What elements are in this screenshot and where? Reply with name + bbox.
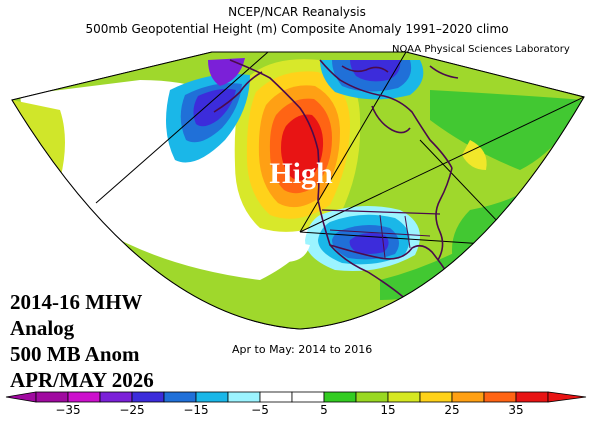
- colorbar-segment: [131, 391, 165, 403]
- colorbar-max-arrow: [547, 391, 587, 403]
- colorbar-segment: [195, 391, 229, 403]
- land-outlines: [213, 59, 479, 319]
- colorbar-tick-label: −15: [183, 403, 209, 417]
- title-line-1: NCEP/NCAR Reanalysis: [228, 5, 366, 19]
- colorbar-tick-label: 15: [380, 403, 396, 417]
- colorbar-segment: [291, 391, 325, 403]
- analog-annotation: 2014-16 MHW Analog 500 MB Anom APR/MAY 2…: [10, 289, 154, 393]
- colorbar-tick-label: 5: [320, 403, 328, 417]
- colorbar: [5, 391, 587, 403]
- colorbar-segment: [515, 391, 549, 403]
- colorbar-tick-label: 25: [444, 403, 460, 417]
- credit-text: NOAA Physical Sciences Laboratory: [392, 44, 570, 55]
- colorbar-segment: [163, 391, 197, 403]
- annotation-line-3: 500 MB Anom: [10, 342, 140, 366]
- colorbar-segment: [35, 391, 69, 403]
- colorbar-tick-label: −5: [251, 403, 269, 417]
- period-label: Apr to May: 2014 to 2016: [232, 343, 373, 356]
- annotation-line-2: Analog: [10, 316, 75, 340]
- colorbar-segment: [99, 391, 133, 403]
- annotation-line-1: 2014-16 MHW: [10, 290, 143, 314]
- colorbar-segment: [387, 391, 421, 403]
- title-line-2: 500mb Geopotential Height (m) Composite …: [85, 22, 509, 36]
- colorbar-segment: [323, 391, 357, 403]
- colorbar-tick-label: 35: [508, 403, 524, 417]
- high-label: High: [269, 157, 333, 190]
- colorbar-segment: [451, 391, 485, 403]
- colorbar-labels: −35 −25 −15 −5 5 15 25 35: [0, 403, 594, 421]
- colorbar-tick-label: −35: [55, 403, 81, 417]
- colorbar-segment: [483, 391, 517, 403]
- colorbar-segment: [259, 391, 293, 403]
- colorbar-min-arrow: [5, 391, 37, 403]
- annotation-line-4: APR/MAY 2026: [10, 368, 154, 392]
- colorbar-tick-label: −25: [119, 403, 145, 417]
- colorbar-segment: [227, 391, 261, 403]
- colorbar-segment: [419, 391, 453, 403]
- colorbar-segment: [67, 391, 101, 403]
- colorbar-segment: [355, 391, 389, 403]
